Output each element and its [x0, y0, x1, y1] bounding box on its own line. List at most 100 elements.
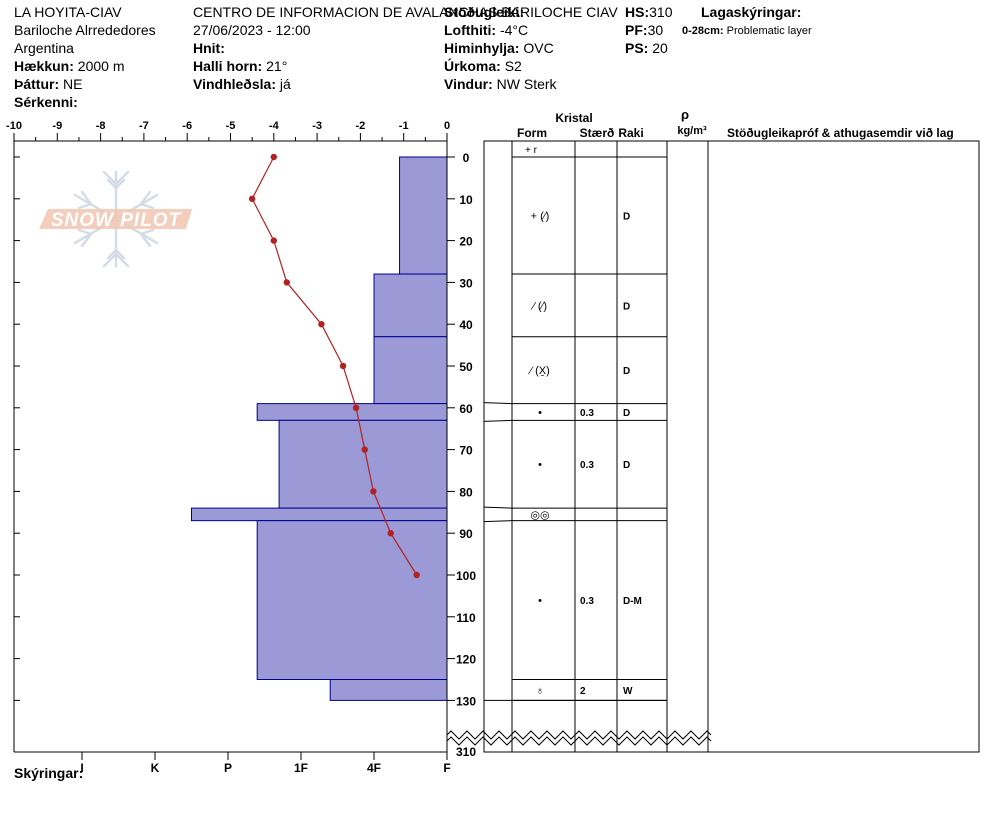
depth-tick-label: 10 — [459, 193, 473, 207]
temperature-point — [318, 321, 325, 328]
layer-note-text: Problematic layer — [726, 25, 812, 37]
temp-tick-label: -7 — [139, 120, 149, 132]
hardness-tick-label: K — [151, 761, 160, 775]
layer-form-symbol: • — [538, 595, 542, 607]
hardness-tick-label: I — [80, 761, 83, 775]
layer-moisture: D — [623, 460, 630, 471]
wind-field: Vindur: NW Sterk — [444, 76, 557, 92]
layer-note: 0-28cm: Problematic layer — [682, 23, 812, 39]
layer-form-symbol: ◎◎ — [530, 509, 549, 521]
aspect-label: Þáttur: — [14, 76, 60, 92]
temperature-point — [413, 571, 420, 579]
watermark-text: SNOW PILOT — [51, 210, 182, 231]
depth-tick-label: 90 — [459, 527, 473, 541]
legend-label: Skýringar: — [14, 765, 84, 781]
form-header: Form — [517, 126, 547, 140]
hardness-bar — [278, 419, 448, 509]
stability-label: Stöðugleiki: — [444, 4, 525, 20]
hardness-bar — [329, 679, 448, 701]
depth-tick-label: 0 — [463, 151, 470, 165]
air-temp-field: Lofthiti: -4°C — [444, 22, 528, 38]
layer-size: 0.3 — [580, 408, 594, 419]
snow-pilot-watermark: SNOW PILOT — [39, 170, 192, 268]
layer-form-symbol: ♁ — [536, 685, 544, 697]
elevation-field: Hækkun: 2000 m — [14, 58, 125, 74]
pf-value: 30 — [647, 22, 664, 38]
depth-tick-label: 50 — [459, 360, 473, 374]
hardness-bar — [399, 156, 448, 275]
depth-tick-label: 100 — [456, 569, 476, 583]
layer-form-symbol: • — [538, 407, 542, 419]
layer-table: + r + (⁄) D ⁄ (⁄) D ⁄ (X̱) D • 0.3 D • 0.3 D ◎◎ • 0.3 D-… — [446, 140, 980, 753]
pf-label: PF: — [625, 22, 648, 38]
layer-moisture: W — [623, 686, 633, 697]
hardness-bar — [191, 507, 448, 522]
hardness-tick-label: F — [443, 761, 450, 775]
temp-tick-label: -1 — [399, 120, 409, 132]
area-name: Bariloche Alrrededores — [14, 22, 156, 38]
slope-value: 21° — [266, 58, 288, 74]
slope-field: Halli horn: 21° — [193, 58, 287, 74]
depth-tick-label: 130 — [456, 694, 476, 708]
layer-connector — [483, 402, 513, 405]
temp-tick-label: -5 — [226, 120, 236, 132]
temp-tick-label: 0 — [444, 120, 450, 132]
layer-moisture: D — [623, 408, 630, 419]
layer-note-depth: 0-28cm: — [682, 25, 724, 37]
air-temp-value: -4°C — [499, 22, 529, 38]
depth-break-zigzag — [446, 736, 712, 746]
wind-loading-field: Vindhleðsla: já — [193, 76, 291, 92]
layer-size: 0.3 — [580, 460, 594, 471]
hardness-bar — [373, 273, 448, 338]
sky-label: Himinhylja: — [444, 40, 520, 56]
layer-moisture: D — [623, 212, 630, 223]
organization-name: CENTRO DE INFORMACION DE AVALANCHAS BARI… — [193, 4, 618, 20]
temperature-point — [248, 195, 256, 202]
temperature-axes: -10 -9 -8 -7 -6 -5 -4 -3 -2 -1 0I K P 1F 4F F0102030405… — [6, 120, 476, 775]
layer-connector — [483, 419, 513, 422]
hardness-tick-label: P — [224, 761, 232, 775]
layer-form-symbol: + (⁄) — [531, 211, 550, 223]
depth-tick-label: 40 — [459, 318, 473, 332]
aspect-value: NE — [63, 76, 83, 92]
layer-connector — [483, 506, 513, 509]
observation-datetime: 27/06/2023 - 12:00 — [193, 22, 311, 38]
crystal-header: Kristal — [555, 111, 592, 125]
ps-value: 20 — [652, 40, 668, 56]
aspect-field: Þáttur: NE — [14, 76, 82, 92]
ps-field: PS: 20 — [625, 40, 668, 56]
temperature-point — [361, 446, 368, 453]
layer-notes-label: Lagaskýringar: — [701, 4, 802, 20]
depth-tick-label: 30 — [459, 276, 473, 290]
hardness-bars — [191, 156, 448, 701]
specifics-label: Sérkenni: — [14, 94, 78, 110]
wind-loading-value: já — [279, 76, 291, 92]
hs-field: HS:310 — [625, 4, 672, 20]
country-name: Argentina — [14, 40, 74, 56]
depth-tick-label: 80 — [459, 485, 473, 499]
layer-size: 2 — [580, 686, 586, 697]
elevation-label: Hækkun: — [14, 58, 74, 74]
watermark-banner — [39, 209, 192, 229]
depth-break-label: 310 — [456, 745, 476, 759]
wind-loading-label: Vindhleðsla: — [193, 76, 276, 92]
elevation-value: 2000 m — [77, 58, 125, 74]
hardness-tick-label: 1F — [294, 761, 308, 775]
depth-tick-label: 20 — [459, 235, 473, 249]
density-symbol: ρ — [681, 107, 689, 122]
layer-form-symbol: • — [538, 459, 542, 471]
temperature-point — [270, 237, 277, 244]
temperature-point — [370, 488, 377, 495]
hs-label: HS: — [625, 4, 650, 20]
precip-value: S2 — [504, 58, 522, 74]
temp-tick-label: -3 — [312, 120, 322, 132]
layer-size: 0.3 — [580, 596, 594, 607]
temperature-point — [270, 153, 277, 161]
layer-moisture: D-M — [623, 596, 642, 607]
layer-connector — [483, 520, 513, 523]
precip-field: Úrkoma: S2 — [444, 58, 522, 74]
sky-value: OVC — [523, 40, 554, 56]
temp-tick-label: -8 — [96, 120, 106, 132]
temperature-point — [283, 279, 290, 286]
